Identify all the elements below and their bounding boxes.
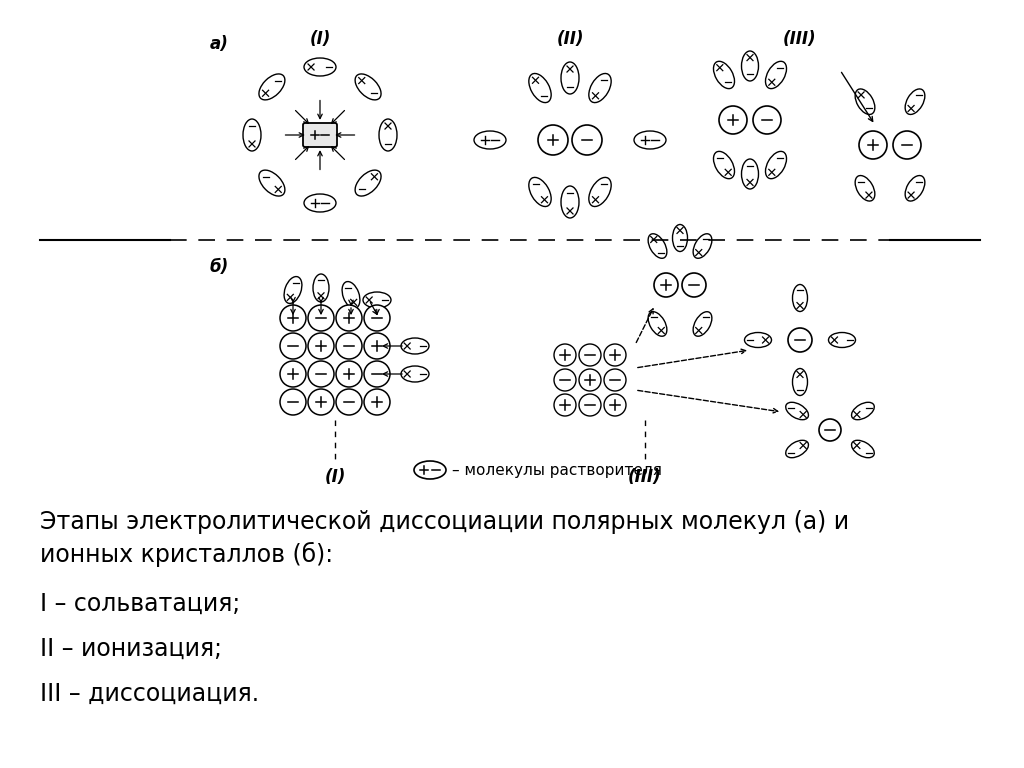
Circle shape — [280, 389, 306, 415]
Ellipse shape — [304, 194, 336, 212]
Circle shape — [604, 344, 626, 366]
Circle shape — [364, 389, 390, 415]
Ellipse shape — [355, 74, 381, 100]
Circle shape — [654, 273, 678, 297]
Circle shape — [579, 369, 601, 391]
Text: (III): (III) — [783, 30, 817, 48]
Ellipse shape — [284, 276, 302, 303]
Circle shape — [753, 106, 781, 134]
Ellipse shape — [785, 440, 809, 458]
Circle shape — [336, 333, 362, 359]
Ellipse shape — [648, 312, 667, 336]
Circle shape — [538, 125, 568, 155]
Circle shape — [579, 344, 601, 366]
Ellipse shape — [401, 338, 429, 354]
Ellipse shape — [693, 233, 712, 258]
Ellipse shape — [589, 177, 611, 207]
Circle shape — [682, 273, 706, 297]
Ellipse shape — [259, 170, 285, 196]
Text: Этапы электролитической диссоциации полярных молекул (а) и: Этапы электролитической диссоциации поля… — [40, 510, 849, 534]
Ellipse shape — [589, 74, 611, 103]
Ellipse shape — [852, 402, 874, 419]
Ellipse shape — [634, 131, 666, 149]
Ellipse shape — [714, 61, 734, 88]
Ellipse shape — [561, 62, 579, 94]
Ellipse shape — [852, 440, 874, 458]
Ellipse shape — [648, 233, 667, 258]
Text: III – диссоциация.: III – диссоциация. — [40, 682, 259, 706]
Circle shape — [364, 305, 390, 331]
Ellipse shape — [905, 89, 925, 114]
Text: (II): (II) — [556, 30, 584, 48]
Circle shape — [336, 305, 362, 331]
Text: ионных кристаллов (б):: ионных кристаллов (б): — [40, 542, 333, 567]
Circle shape — [280, 361, 306, 387]
Ellipse shape — [744, 333, 771, 347]
Circle shape — [604, 369, 626, 391]
Circle shape — [554, 344, 575, 366]
Text: II – ионизация;: II – ионизация; — [40, 637, 222, 661]
Text: – молекулы растворителя: – молекулы растворителя — [452, 462, 662, 478]
Ellipse shape — [379, 119, 397, 151]
FancyBboxPatch shape — [303, 123, 337, 147]
Circle shape — [280, 305, 306, 331]
Ellipse shape — [243, 119, 261, 151]
Ellipse shape — [313, 274, 329, 302]
Circle shape — [336, 389, 362, 415]
Ellipse shape — [474, 131, 506, 149]
Ellipse shape — [561, 186, 579, 218]
Circle shape — [719, 106, 746, 134]
Circle shape — [579, 394, 601, 416]
Ellipse shape — [741, 159, 759, 189]
Circle shape — [364, 361, 390, 387]
Text: (I): (I) — [325, 468, 346, 486]
Circle shape — [336, 361, 362, 387]
Ellipse shape — [259, 74, 285, 100]
Circle shape — [893, 131, 921, 159]
Circle shape — [819, 419, 841, 441]
Ellipse shape — [855, 176, 874, 201]
Circle shape — [604, 394, 626, 416]
Circle shape — [308, 389, 334, 415]
Ellipse shape — [828, 333, 855, 347]
Ellipse shape — [741, 51, 759, 81]
Ellipse shape — [714, 151, 734, 179]
Ellipse shape — [304, 58, 336, 76]
Ellipse shape — [528, 74, 551, 103]
Ellipse shape — [362, 292, 391, 308]
Circle shape — [572, 125, 602, 155]
Ellipse shape — [693, 312, 712, 336]
Ellipse shape — [766, 61, 786, 88]
Ellipse shape — [528, 177, 551, 207]
Circle shape — [859, 131, 887, 159]
Ellipse shape — [342, 282, 359, 309]
Ellipse shape — [401, 366, 429, 382]
Ellipse shape — [905, 176, 925, 201]
Ellipse shape — [766, 151, 786, 179]
Text: а): а) — [210, 35, 229, 53]
Ellipse shape — [793, 369, 808, 396]
Circle shape — [308, 333, 334, 359]
Ellipse shape — [355, 170, 381, 196]
Ellipse shape — [673, 224, 687, 251]
Circle shape — [788, 328, 812, 352]
Ellipse shape — [793, 284, 808, 312]
Text: (III): (III) — [628, 468, 662, 486]
Text: б): б) — [210, 258, 229, 276]
Circle shape — [554, 394, 575, 416]
Circle shape — [280, 333, 306, 359]
Ellipse shape — [785, 402, 809, 419]
Text: (I): (I) — [309, 30, 331, 48]
Ellipse shape — [414, 461, 446, 479]
Circle shape — [308, 305, 334, 331]
Circle shape — [308, 361, 334, 387]
Circle shape — [554, 369, 575, 391]
Ellipse shape — [855, 89, 874, 114]
Text: I – сольватация;: I – сольватация; — [40, 592, 241, 616]
Circle shape — [364, 333, 390, 359]
